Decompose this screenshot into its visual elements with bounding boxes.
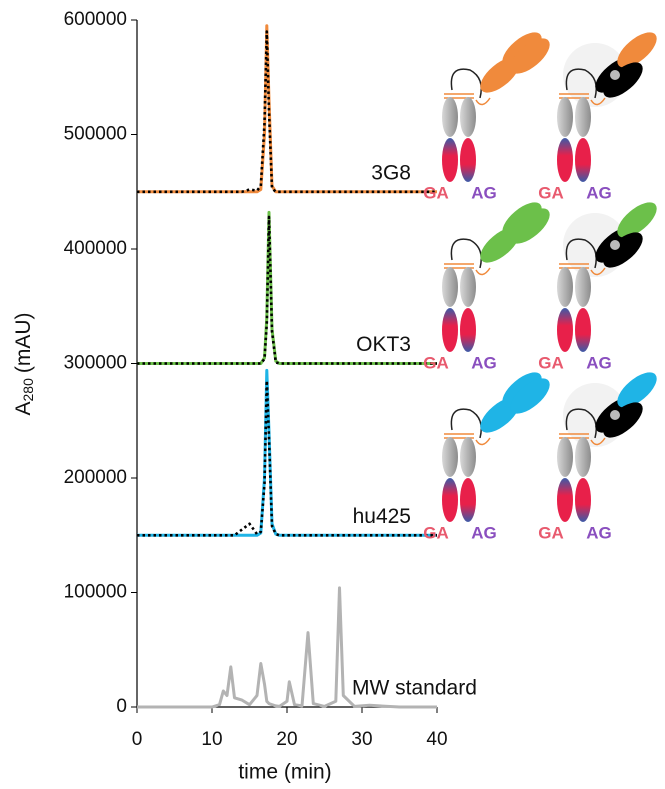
x-tick-label: 40 — [426, 729, 447, 750]
antibody-icon: GA AG — [538, 366, 662, 542]
icon-fc — [442, 267, 458, 307]
icon-fc — [442, 97, 458, 137]
icon-label: AG — [586, 523, 612, 542]
icon-fc — [557, 267, 573, 307]
y-tick-label: 100000 — [64, 582, 127, 603]
icon-label: AG — [471, 183, 497, 202]
icon-label: AG — [471, 353, 497, 372]
antibody-icon: GA AG — [538, 26, 662, 202]
series-label: OKT3 — [356, 333, 411, 356]
icon-fc — [460, 97, 476, 137]
icon-fc — [575, 267, 591, 307]
icon-domain — [575, 478, 591, 522]
icon-label: GA — [538, 523, 564, 542]
icon-fc — [557, 97, 573, 137]
y-label-unit: (mAU) — [12, 312, 35, 373]
antibody-icon: GA AG — [423, 196, 555, 372]
icon-label: AG — [471, 523, 497, 542]
y-label-sub: 280 — [20, 378, 36, 402]
icon-label: GA — [538, 353, 564, 372]
icon-domain — [442, 138, 458, 182]
icon-link — [476, 438, 490, 445]
x-axis-label: time (min) — [238, 761, 331, 784]
y-tick-label: 400000 — [64, 238, 127, 259]
icon-fc — [460, 267, 476, 307]
y-tick-label: 500000 — [64, 124, 127, 145]
icon-domain — [557, 478, 573, 522]
y-label-main: A — [12, 402, 35, 416]
icon-fc — [557, 437, 573, 477]
series-label: 3G8 — [371, 161, 411, 184]
icon-domain — [460, 478, 476, 522]
x-tick-label: 10 — [201, 729, 222, 750]
antibody-icon: GA AG — [423, 26, 555, 202]
x-tick-label: 0 — [132, 729, 143, 750]
icon-fc — [460, 437, 476, 477]
icon-fc — [575, 97, 591, 137]
icon-label: AG — [586, 183, 612, 202]
icon-label: AG — [586, 353, 612, 372]
y-tick-label: 200000 — [64, 467, 127, 488]
series-label: hu425 — [353, 505, 411, 528]
y-axis-label: A280 (mAU) — [12, 312, 36, 415]
icon-domain — [442, 478, 458, 522]
icon-fc — [442, 437, 458, 477]
chart: time (min) A280 (mAU) 0 100000 200000 300000… — [0, 0, 665, 789]
icon-domain — [575, 138, 591, 182]
icon-label: GA — [423, 353, 449, 372]
icon-dot — [610, 240, 620, 250]
icon-domain — [460, 308, 476, 352]
icon-link — [476, 98, 490, 105]
y-tick-label: 300000 — [64, 353, 127, 374]
icon-link — [476, 268, 490, 275]
antibody-icon: GA AG — [423, 366, 555, 542]
icon-domain — [460, 138, 476, 182]
icon-domain — [575, 308, 591, 352]
icon-domain — [557, 138, 573, 182]
icon-fc — [575, 437, 591, 477]
icon-domain — [442, 308, 458, 352]
x-tick-label: 30 — [351, 729, 372, 750]
series-label: MW standard — [352, 677, 477, 700]
icon-dot — [610, 410, 620, 420]
icon-dot — [610, 70, 620, 80]
antibody-icon: GA AG — [538, 196, 662, 372]
icon-label: GA — [423, 523, 449, 542]
y-tick-label: 0 — [116, 696, 127, 717]
x-tick-label: 20 — [276, 729, 297, 750]
icon-label: GA — [538, 183, 564, 202]
icon-label: GA — [423, 183, 449, 202]
icon-domain — [557, 308, 573, 352]
y-tick-label: 600000 — [64, 9, 127, 30]
